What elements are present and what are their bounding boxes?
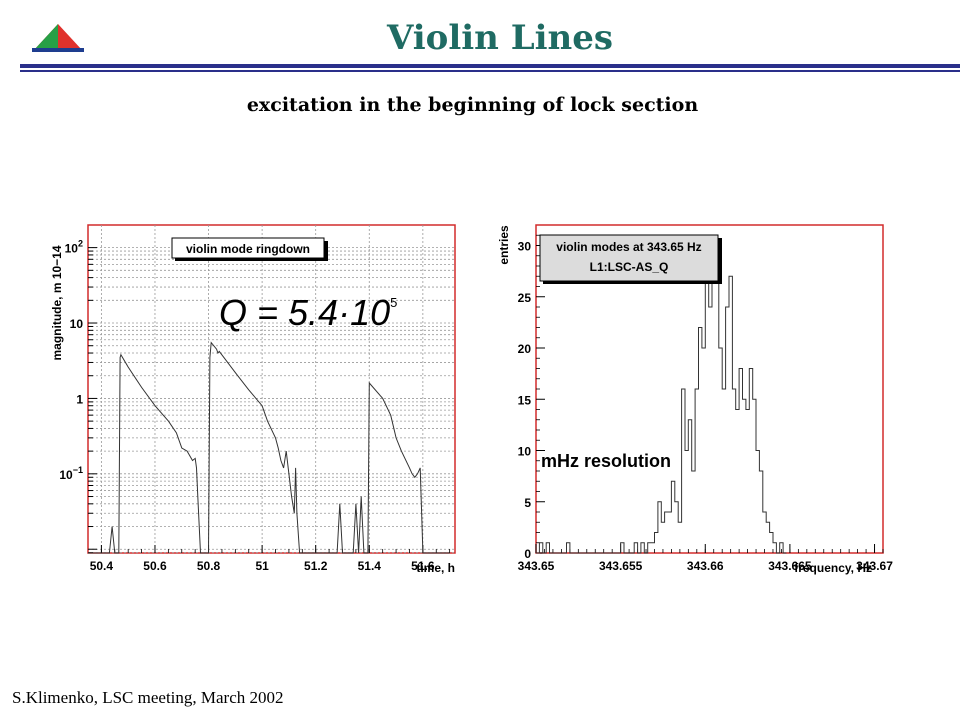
histogram-y-tick-label: 5 — [524, 496, 531, 510]
histogram-legend-line2: L1:LSC-AS_Q — [590, 260, 669, 274]
histogram-y-tick-label: 20 — [518, 342, 532, 356]
histogram-ylabel: entries — [497, 225, 511, 265]
ringdown-x-tick-label: 51.2 — [304, 559, 328, 573]
histogram-y-tick-label: 25 — [518, 291, 532, 305]
ringdown-x-tick-label: 51.6 — [411, 559, 435, 573]
ringdown-legend-text: violin mode ringdown — [186, 242, 310, 256]
histogram-chart: 343.65 343.655 343.66 343.665 343.67 0 5 10 15 2… — [497, 224, 894, 575]
ringdown-y-tick-label: 1 — [76, 392, 83, 406]
ringdown-chart: 50.4 50.6 50.8 51 51.2 51.4 51.6 10−1 1 10 102 vi… — [50, 224, 456, 575]
ringdown-x-tick-label: 50.4 — [90, 559, 114, 573]
ringdown-x-tick-labels: 50.4 50.6 50.8 51 51.2 51.4 51.6 — [90, 559, 435, 573]
resolution-annotation: mHz resolution — [541, 451, 671, 471]
ringdown-legend-shadow-bottom — [175, 258, 328, 261]
slide-title: Violin Lines — [386, 18, 614, 58]
ringdown-x-tick-label: 51 — [255, 559, 269, 573]
q-formula-text: Q = 5.4·10 — [219, 292, 390, 333]
histogram-x-tick-label: 343.665 — [768, 559, 812, 573]
ringdown-ticks — [88, 247, 451, 554]
title-rule — [20, 64, 960, 68]
ringdown-x-tick-label: 50.8 — [197, 559, 221, 573]
histogram-legend-shadow-bottom — [543, 281, 722, 284]
histogram-x-tick-label: 343.67 — [856, 559, 893, 573]
histogram-legend-box — [539, 234, 719, 282]
ringdown-x-tick-label: 50.6 — [143, 559, 167, 573]
ringdown-y-tick-labels: 10−1 1 10 102 — [59, 239, 83, 482]
histogram-legend-line1: violin modes at 343.65 Hz — [556, 240, 701, 254]
histogram-x-tick-label: 343.65 — [518, 559, 555, 573]
logo-green-triangle — [34, 24, 58, 50]
ringdown-ylabel: magnitude, m 10−14 — [50, 245, 64, 360]
ringdown-legend-shadow — [324, 241, 328, 261]
ringdown-y-tick-label: 10 — [70, 317, 84, 331]
q-formula: Q = 5.4·105 — [219, 292, 397, 333]
slide-footer: S.Klimenko, LSC meeting, March 2002 — [12, 688, 284, 707]
title-rule-thin — [20, 70, 960, 72]
histogram-y-tick-labels: 0 5 10 15 20 25 30 — [518, 240, 532, 562]
ringdown-y-tick-label: 102 — [65, 239, 83, 256]
histogram-y-tick-label: 10 — [518, 445, 532, 459]
histogram-xlabel: frequency, Hz — [794, 561, 872, 575]
ringdown-series-line — [88, 341, 450, 554]
histogram-y-tick-label: 15 — [518, 393, 532, 407]
histogram-x-tick-labels: 343.65 343.655 343.66 343.665 343.67 — [518, 559, 894, 573]
logo-icon — [32, 24, 84, 52]
logo-base — [32, 48, 84, 52]
ringdown-x-tick-label: 51.4 — [358, 559, 382, 573]
histogram-x-tick-label: 343.655 — [599, 559, 643, 573]
slide-subtitle: excitation in the beginning of lock sect… — [246, 94, 699, 116]
ringdown-y-tick-label: 10−1 — [59, 465, 83, 482]
ringdown-frame — [87, 224, 456, 554]
ringdown-xlabel: time, h — [416, 561, 455, 575]
q-formula-exponent: 5 — [390, 295, 397, 310]
histogram-x-tick-label: 343.66 — [687, 559, 724, 573]
histogram-y-tick-label: 30 — [518, 240, 532, 254]
histogram-y-tick-label: 0 — [524, 547, 531, 561]
histogram-legend-shadow — [718, 238, 722, 284]
histogram-series-steps — [536, 245, 787, 554]
